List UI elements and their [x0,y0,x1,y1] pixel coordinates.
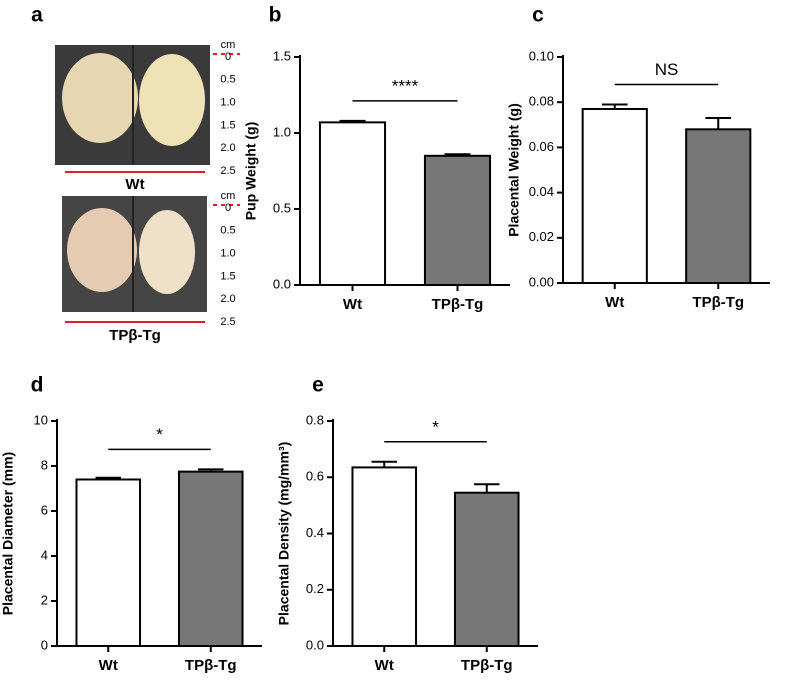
pup-image [139,210,195,294]
error-bar [705,117,732,130]
significance-label: **** [392,76,419,95]
y-tick-label: 1.5 [273,48,291,63]
y-tick-label: 2 [41,592,48,607]
scale-label: 2.0 [220,142,235,154]
x-tick-label: Wt [343,296,362,313]
bar [685,128,752,284]
y-tick-label: 0.8 [306,412,324,427]
y-tick-label: 0.08 [529,94,554,109]
x-tick-label: Wt [605,294,624,311]
y-tick-label: 0.10 [529,48,554,63]
y-tick-label: 8 [41,457,48,472]
x-tick-label: TPβ-Tg [432,296,484,313]
y-axis-label: Placental Density (mg/mm³) [276,442,292,626]
photo-label: Wt [125,176,144,193]
panel-label: a [31,4,43,27]
y-tick-label: 0.4 [306,525,324,540]
error-bar [474,483,500,493]
scale-unit: cm [221,39,236,51]
scale-label: 2.0 [220,293,235,305]
axes [299,55,510,286]
significance-label: NS [655,60,679,79]
scale-label: 2.5 [220,165,235,177]
x-tick-label: TPβ-Tg [692,294,744,311]
bar [423,154,492,286]
scale-label: 2.5 [220,316,235,328]
scale-unit: cm [221,190,236,202]
panel-label: d [31,374,44,397]
x-tick-label: TPβ-Tg [461,657,513,674]
scale-label: 0.5 [220,225,235,237]
x-tick-label: Wt [99,657,118,674]
y-tick-label: 10 [34,412,48,427]
bar [351,466,418,647]
pup-image [67,208,137,292]
bar [75,478,142,647]
significance-label: * [156,425,163,444]
scale-label: 0 [225,51,231,63]
y-tick-label: 0.04 [529,184,554,199]
y-tick-label: 0.00 [529,274,554,289]
pup-image [62,53,138,143]
bar [453,491,520,647]
y-tick-label: 0.6 [306,469,324,484]
panel-label: b [269,4,282,27]
axes [332,419,538,647]
y-axis-label: Pup Weight (g) [243,122,259,221]
bar [581,107,648,285]
x-tick-label: Wt [375,657,394,674]
y-tick-label: 0.0 [306,637,324,652]
scale-label: 1.0 [220,248,235,260]
y-axis-label: Placental Diameter (mm) [0,452,16,615]
scale-label: 1.0 [220,97,235,109]
y-axis-label: Placental Weight (g) [506,103,522,237]
y-tick-label: 6 [41,502,48,517]
scale-label: 1.5 [220,119,235,131]
y-tick-label: 0.5 [273,200,291,215]
y-tick-label: 0.02 [529,229,554,244]
y-tick-label: 0.2 [306,581,324,596]
y-tick-label: 1.0 [273,124,291,139]
panel-label: c [532,4,544,27]
photo-label: TPβ-Tg [109,327,161,344]
x-tick-label: TPβ-Tg [185,657,237,674]
panel-label: e [312,374,324,397]
significance-label: * [432,417,439,436]
y-tick-label: 0.06 [529,139,554,154]
y-tick-label: 4 [41,547,48,562]
scale-label: 1.5 [220,270,235,282]
axes [562,55,770,284]
bar [177,470,244,647]
scale-label: 0 [225,202,231,214]
axes [56,419,262,647]
y-tick-label: 0.0 [273,276,291,291]
scale-label: 0.5 [220,74,235,86]
pup-image [139,54,205,146]
bar [318,121,387,286]
y-tick-label: 0 [41,637,48,652]
